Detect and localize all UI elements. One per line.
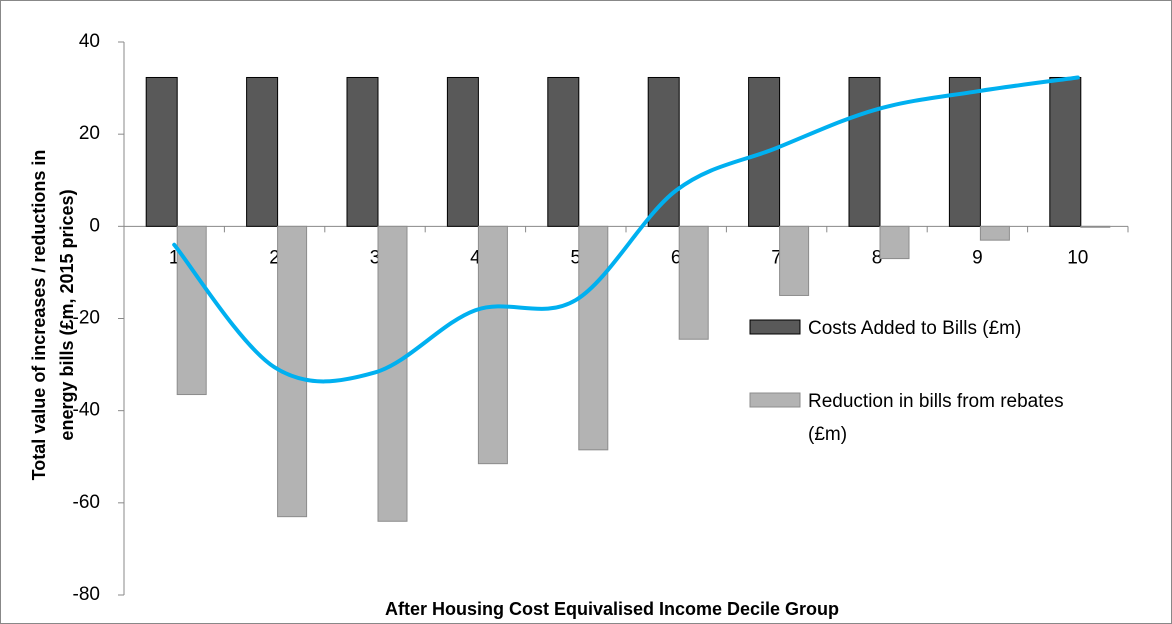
line bbox=[172, 75, 1080, 384]
x-tick-label: 1 bbox=[169, 247, 180, 268]
y-tick-label: 0 bbox=[89, 215, 100, 236]
x-tick-label: 10 bbox=[1067, 247, 1088, 268]
y-tick-label: -60 bbox=[73, 492, 100, 513]
y-tick-label: 40 bbox=[79, 31, 100, 52]
y-tick-label: -80 bbox=[73, 584, 100, 605]
y-tick-label: 20 bbox=[79, 123, 100, 144]
x-tick-label: 4 bbox=[470, 247, 481, 268]
x-tick-label: 2 bbox=[269, 247, 280, 268]
y-axis-title-line: Total value of increases / reductions in bbox=[29, 150, 49, 481]
x-tick-label: 5 bbox=[571, 247, 582, 268]
bar bbox=[547, 76, 580, 227]
bar bbox=[678, 225, 709, 340]
x-axis-title: After Housing Cost Equivalised Income De… bbox=[385, 599, 839, 619]
bar bbox=[1049, 76, 1082, 227]
bar bbox=[1080, 225, 1111, 228]
bar bbox=[446, 76, 479, 227]
x-tick-label: 7 bbox=[771, 247, 782, 268]
bar bbox=[277, 225, 308, 518]
bar bbox=[979, 225, 1010, 241]
bar bbox=[477, 225, 508, 465]
y-tick-label: -20 bbox=[73, 308, 100, 329]
x-tick-label: 3 bbox=[370, 247, 381, 268]
y-tick-label: -40 bbox=[73, 400, 100, 421]
legend-swatch bbox=[749, 392, 801, 408]
y-axis-title-line: energy bills (£m, 2015 prices) bbox=[57, 189, 77, 440]
legend-label: Costs Added to Bills (£m) bbox=[808, 318, 1022, 339]
bar bbox=[377, 225, 408, 522]
legend-swatch bbox=[749, 319, 801, 335]
x-tick-label: 6 bbox=[671, 247, 682, 268]
y-axis-title: Total value of increases / reductions in… bbox=[29, 150, 77, 481]
x-tick-label: 8 bbox=[872, 247, 883, 268]
bar bbox=[246, 76, 279, 227]
bar bbox=[578, 225, 609, 451]
x-tick-label: 9 bbox=[972, 247, 983, 268]
legend-label: Reduction in bills from rebates (£m) bbox=[808, 391, 1064, 445]
bar bbox=[779, 225, 810, 296]
bar bbox=[879, 225, 910, 260]
bar bbox=[948, 76, 981, 227]
bar bbox=[346, 76, 379, 227]
bar bbox=[145, 76, 178, 227]
bar bbox=[848, 76, 881, 227]
